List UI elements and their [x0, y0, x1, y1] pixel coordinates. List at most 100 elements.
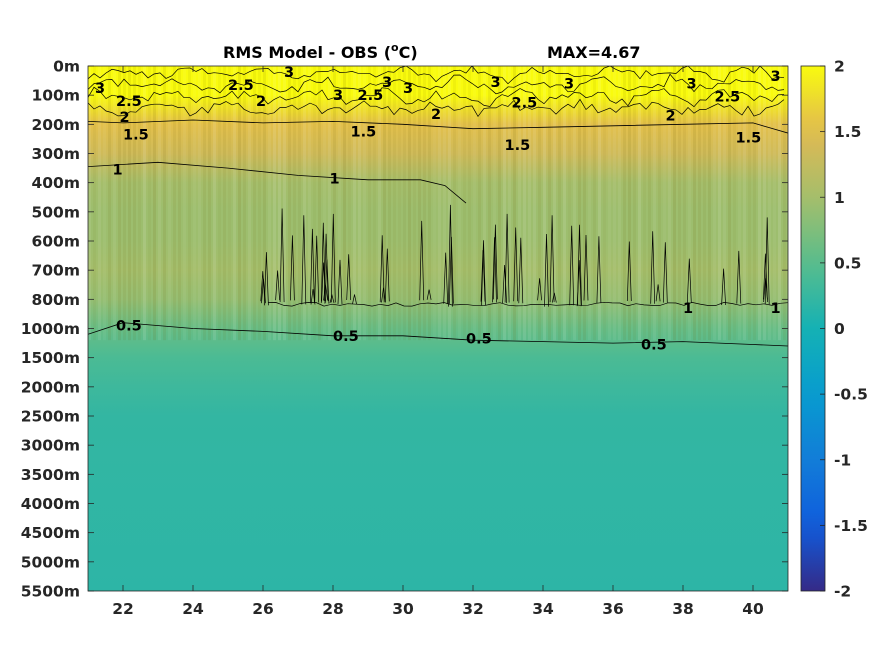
texture-stripe: [103, 66, 106, 341]
texture-stripe: [758, 66, 761, 341]
y-tick-label: 5000m: [21, 553, 80, 571]
texture-stripe: [538, 66, 541, 341]
contour-line: [551, 292, 557, 303]
contour-line: [480, 250, 486, 302]
y-tick-label: 2500m: [21, 408, 80, 426]
contour-label: 1: [771, 301, 781, 317]
texture-stripe: [768, 66, 771, 341]
contour-line: [443, 252, 449, 304]
contour-line: [324, 259, 330, 304]
colorbar-tick-label: -0.5: [834, 386, 868, 404]
texture-stripe: [173, 66, 176, 341]
contour-line: [502, 264, 507, 304]
texture-stripe: [573, 66, 576, 341]
contour-label: 1.5: [351, 125, 377, 141]
texture-stripe: [178, 66, 181, 341]
contour-line: [763, 253, 768, 300]
contour-line: [549, 215, 555, 303]
texture-stripe: [713, 66, 716, 341]
texture-stripe: [608, 66, 611, 341]
contour-line: [314, 235, 320, 303]
contour-label: 0.5: [333, 329, 359, 345]
texture-stripe: [668, 66, 671, 341]
texture-stripe: [493, 66, 496, 341]
texture-stripe: [753, 66, 756, 341]
contour-line: [481, 240, 486, 306]
texture-stripe: [783, 66, 786, 341]
y-tick-label: 5500m: [21, 583, 80, 601]
texture-stripe: [323, 66, 326, 341]
texture-stripe: [558, 66, 561, 341]
texture-stripe: [718, 66, 721, 341]
texture-stripe: [748, 66, 751, 341]
texture-stripe: [563, 66, 566, 341]
texture-stripe: [498, 66, 501, 341]
contour-line: [88, 98, 785, 118]
y-tick-label: 100m: [31, 87, 80, 105]
texture-stripe: [203, 66, 206, 341]
texture-stripe: [253, 66, 256, 341]
texture-stripe: [118, 66, 121, 341]
texture-stripe: [398, 66, 401, 341]
texture-stripe: [618, 66, 621, 341]
texture-stripe: [163, 66, 166, 341]
texture-stripe: [133, 66, 136, 341]
texture-stripe: [238, 66, 241, 341]
texture-stripe: [353, 66, 356, 341]
texture-stripe: [348, 66, 351, 341]
colorbar-tick-label: 0: [834, 320, 845, 338]
texture-stripe: [633, 66, 636, 341]
contour-label: 2.5: [715, 90, 741, 106]
texture-stripe: [233, 66, 236, 341]
texture-stripe: [148, 66, 151, 341]
contour-line: [88, 322, 788, 347]
contour-label: 2: [431, 107, 441, 123]
y-tick-label: 400m: [31, 174, 80, 192]
texture-stripe: [453, 66, 456, 341]
colorbar-tick-label: 2: [834, 58, 845, 76]
texture-stripe: [193, 66, 196, 341]
contour-line: [518, 237, 524, 304]
contour-line: [583, 234, 589, 301]
texture-stripe: [363, 66, 366, 341]
contour-line: [764, 217, 770, 305]
texture-stripe: [378, 66, 381, 341]
contour-line: [264, 252, 269, 306]
contour-line: [329, 293, 335, 303]
contour-line: [88, 119, 788, 134]
texture-stripe: [698, 66, 701, 341]
contour-label: 3: [333, 88, 343, 104]
texture-stripe: [188, 66, 191, 341]
x-tick-label: 24: [182, 600, 204, 618]
texture-stripe: [593, 66, 596, 341]
texture-stripe: [283, 66, 286, 341]
texture-stripe: [268, 66, 271, 341]
colorbar-tick-label: -1.5: [834, 517, 868, 535]
contour-line: [310, 289, 316, 305]
texture-stripe: [143, 66, 146, 341]
texture-stripe: [128, 66, 131, 341]
contour-line: [650, 231, 656, 304]
contour-label: 3: [687, 77, 697, 93]
texture-stripe: [773, 66, 776, 341]
contour-line: [736, 250, 742, 304]
y-tick-label: 3000m: [21, 437, 80, 455]
title-main: RMS Model - OBS (oC): [223, 41, 418, 62]
contour-line: [492, 237, 497, 303]
texture-stripe: [523, 66, 526, 341]
texture-stripe: [458, 66, 461, 341]
texture-stripe: [703, 66, 706, 341]
texture-stripe: [578, 66, 581, 341]
texture-stripe: [683, 66, 686, 341]
contour-line: [88, 161, 467, 204]
contour-label: 3: [564, 77, 574, 93]
texture-stripe: [728, 66, 731, 341]
y-tick-label: 4000m: [21, 495, 80, 513]
contour-line: [310, 228, 315, 304]
texture-stripe: [643, 66, 646, 341]
colorbar-tick-label: 1: [834, 189, 845, 207]
texture-stripe: [113, 66, 116, 341]
texture-stripe: [528, 66, 531, 341]
texture-stripe: [488, 66, 491, 341]
